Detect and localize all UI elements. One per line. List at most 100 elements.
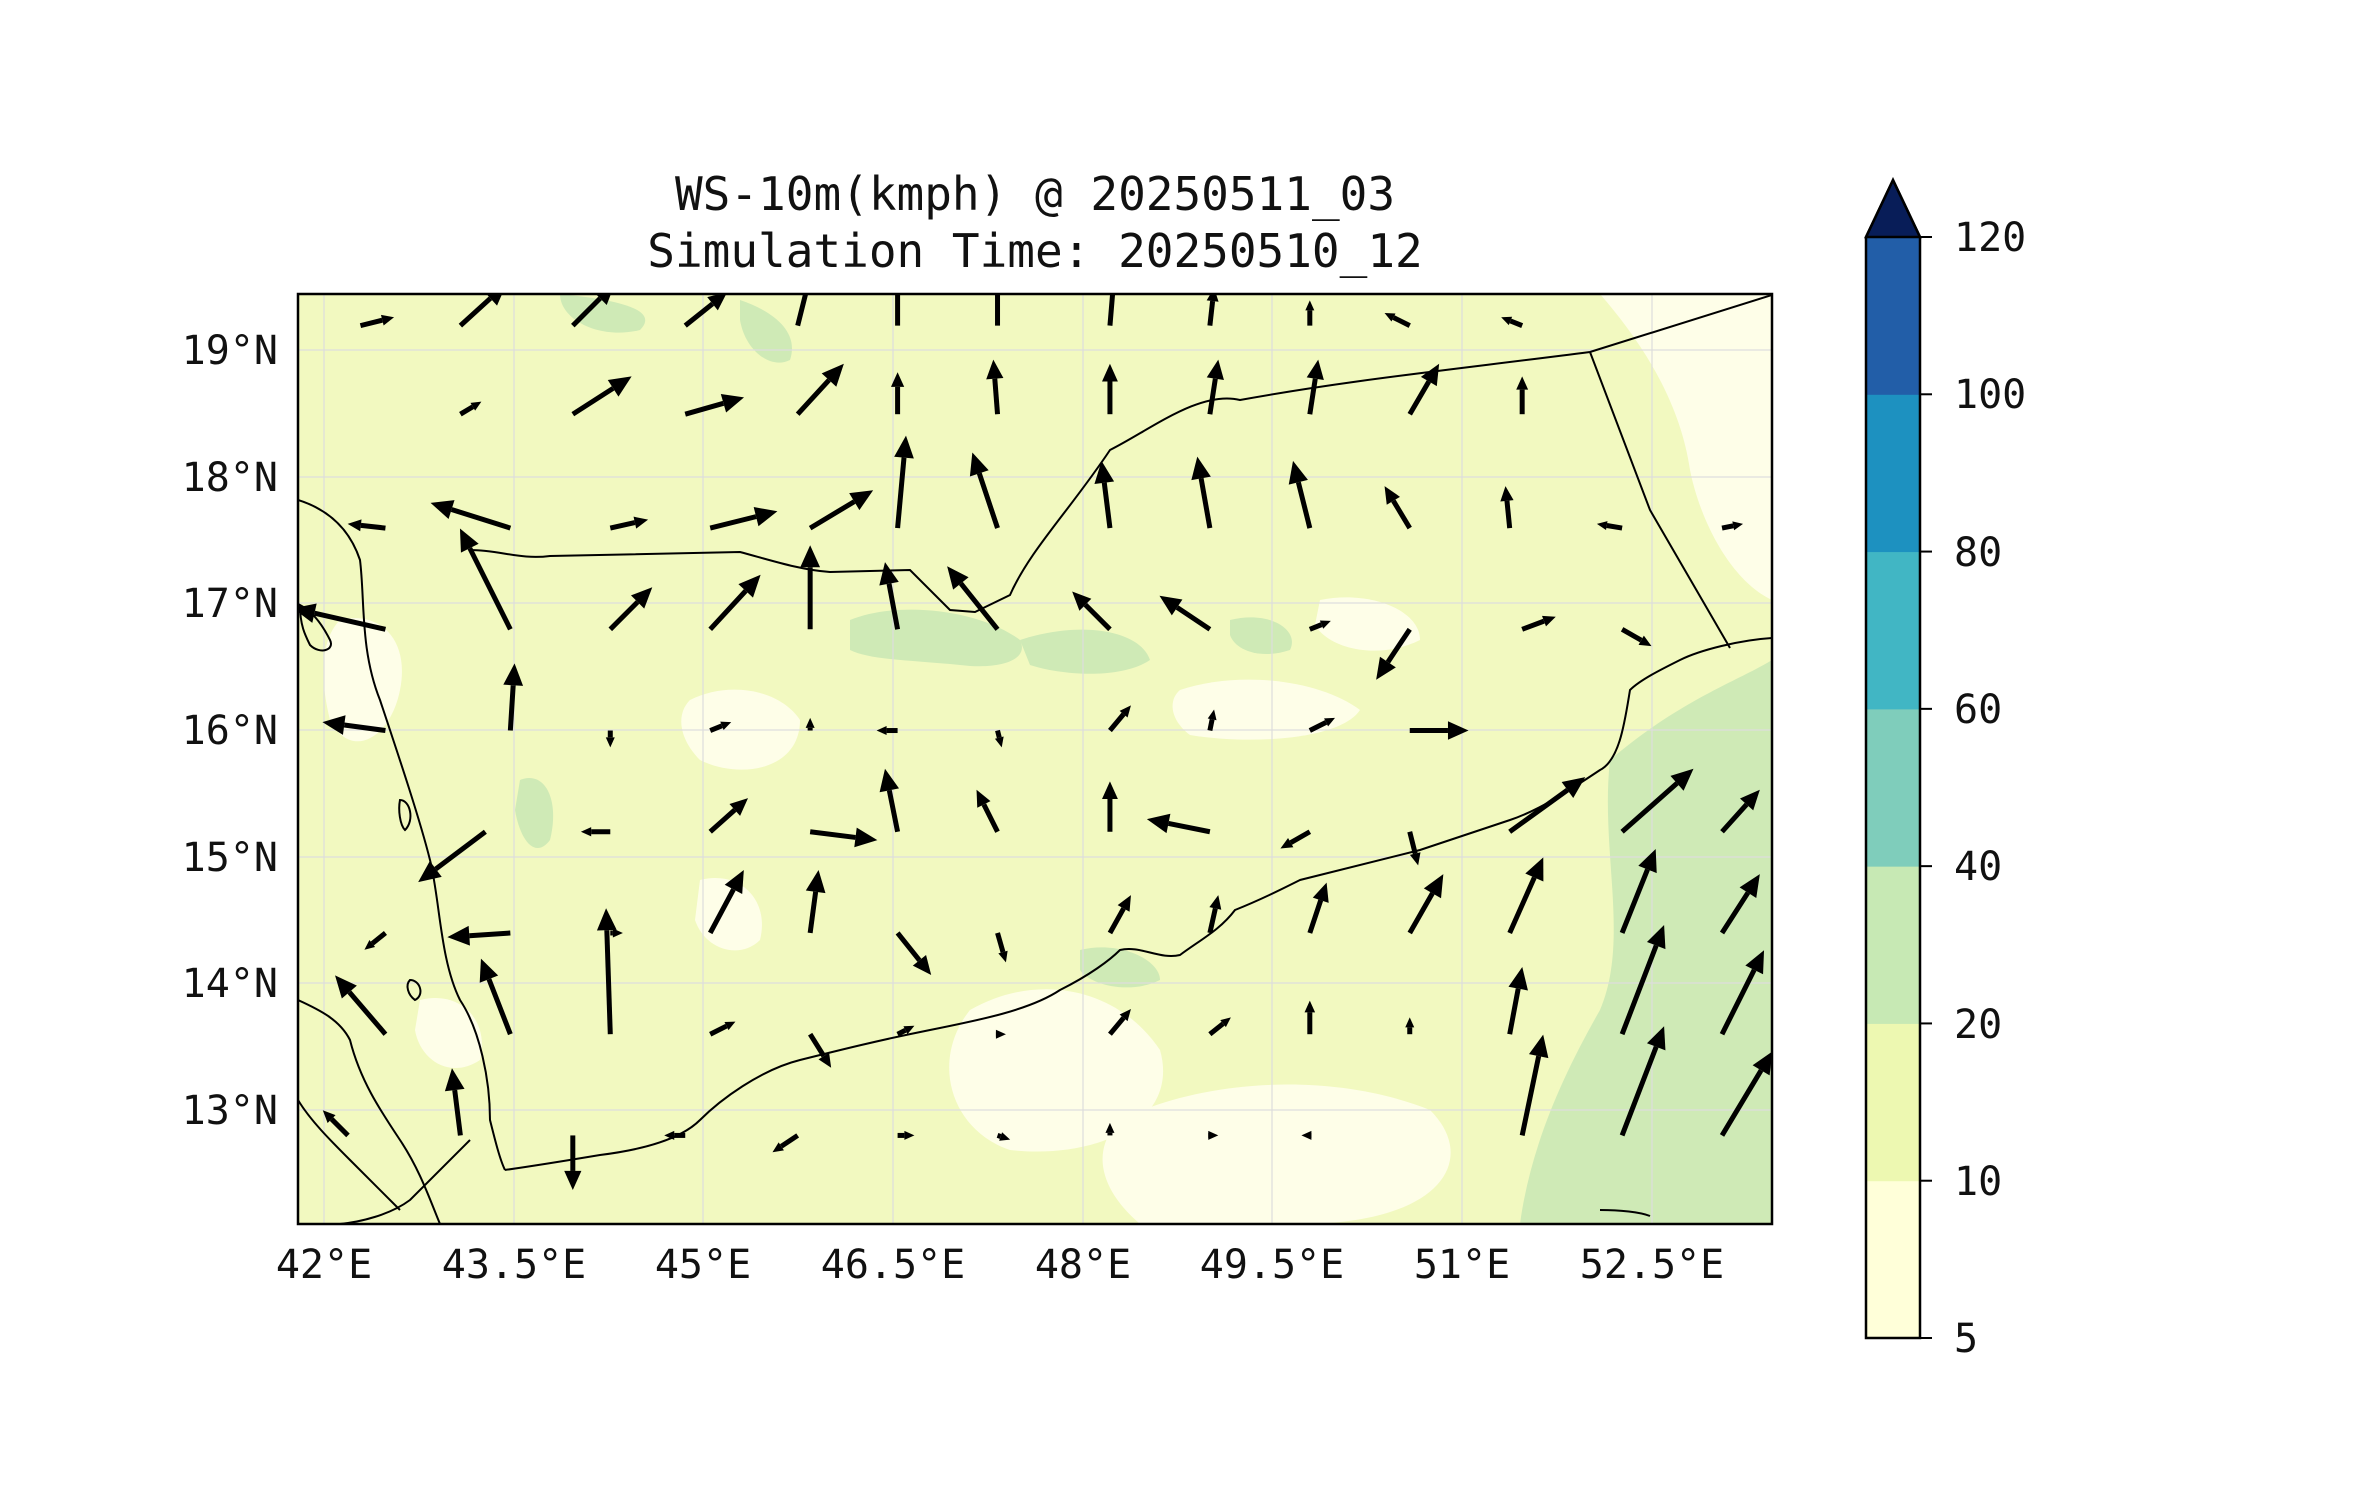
- wind-arrow-head: [1102, 781, 1118, 799]
- wind-arrow-head: [1206, 359, 1224, 381]
- wind-arrow-head: [1508, 967, 1528, 991]
- wind-arrow-head: [818, 1052, 832, 1068]
- wind-arrow-head: [1206, 294, 1219, 302]
- colorbar-band: [1866, 708, 1920, 867]
- wind-arrow-shaft: [896, 1028, 907, 1037]
- wind-arrow-shaft: [359, 317, 383, 329]
- wind-arrow-head: [1542, 615, 1556, 627]
- wind-arrow-head: [947, 566, 969, 590]
- wind-arrow-shaft: [886, 583, 901, 630]
- wind-arrow-head: [633, 516, 649, 529]
- wind-arrow-head: [1119, 705, 1131, 718]
- wind-arrow-shaft: [1507, 876, 1537, 934]
- colorbar-tick-label: 60: [1954, 687, 2002, 733]
- lat-tick-label: 13°N: [182, 1088, 278, 1134]
- wind-arrow-head: [486, 294, 503, 306]
- wind-arrow-head: [447, 925, 470, 946]
- wind-arrow-shaft: [459, 404, 475, 417]
- wind-arrow-head: [1105, 1122, 1115, 1133]
- wind-arrow-shaft: [1521, 618, 1545, 632]
- wind-arrow-head: [1191, 456, 1211, 481]
- wind-arrow-head: [612, 928, 623, 938]
- wind-arrow-shaft: [1620, 627, 1643, 643]
- wind-arrow-head: [605, 737, 615, 748]
- wind-arrow-shaft: [1295, 481, 1313, 529]
- colorbar-frame: [1864, 177, 1922, 1340]
- wind-arrow-shaft: [708, 808, 737, 834]
- wind-arrow-head: [1306, 359, 1324, 381]
- wind-arrow-head: [879, 562, 899, 586]
- wind-arrow-head: [1209, 895, 1222, 910]
- wind-arrow-shaft: [976, 472, 1000, 529]
- lon-tick-label: 48°E: [1035, 1242, 1131, 1288]
- wind-arrow-shaft: [1167, 821, 1211, 835]
- map-panel: [298, 294, 1772, 1224]
- map-title-line1: WS-10m(kmph) @ 20250511_03: [675, 167, 1395, 221]
- wind-arrow-shaft: [1620, 781, 1679, 834]
- colorbar-bands: [1866, 237, 1920, 1339]
- wind-arrow-shaft: [507, 685, 516, 731]
- wind-arrow-head: [1280, 838, 1294, 849]
- wind-arrow-head: [805, 717, 815, 728]
- wind-arrow-head: [969, 452, 989, 477]
- wind-arrow-head: [1732, 521, 1744, 531]
- wind-arrow-head: [364, 940, 376, 950]
- gulf-of-aden-coast: [504, 637, 1772, 1171]
- wind-arrow-head: [1207, 709, 1217, 721]
- lon-axis: 42°E 43.5°E 45°E 46.5°E 48°E 49.5°E 51°E…: [276, 1242, 1724, 1288]
- yemen-saudi-border: [469, 294, 1772, 614]
- wind-arrow-head: [1094, 460, 1115, 484]
- wind-arrow-head: [1561, 777, 1586, 799]
- wind-arrow-head: [1525, 857, 1544, 882]
- wind-arrow-head: [1745, 950, 1765, 975]
- wind-arrow-shaft: [708, 888, 736, 935]
- wind-arrow-shaft: [1307, 378, 1318, 415]
- wind-arrow-head: [322, 715, 346, 735]
- wind-arrow-head: [1312, 882, 1329, 903]
- wind-arrow-head: [995, 1029, 1006, 1039]
- wind-arrow-shaft: [1719, 891, 1751, 935]
- wind-arrow-shaft: [608, 600, 640, 632]
- wind-arrow-shaft: [708, 589, 748, 632]
- wind-arrow-shaft: [808, 1032, 826, 1058]
- map-frame: [296, 292, 1774, 1226]
- wind-arrow-head: [1752, 1051, 1772, 1076]
- wind-arrow-head: [1670, 768, 1694, 791]
- wind-arrow-shaft: [313, 610, 386, 632]
- colorbar-band: [1866, 551, 1920, 710]
- wind-arrow-head: [724, 869, 744, 895]
- wind-arrow-head: [976, 789, 991, 808]
- wind-arrow-shaft: [995, 729, 1002, 739]
- wind-arrow-head: [876, 726, 887, 736]
- lon-tick-label: 51°E: [1414, 1242, 1510, 1288]
- wind-arrow-shaft: [1308, 622, 1323, 632]
- wind-arrow-shaft: [996, 1133, 1002, 1139]
- lat-tick-label: 14°N: [182, 961, 278, 1007]
- wind-arrow-head: [470, 401, 482, 411]
- wind-arrow-shaft: [709, 723, 723, 733]
- lat-tick-label: 18°N: [182, 455, 278, 501]
- wind-arrow-head: [1420, 363, 1440, 387]
- wind-arrow-shaft: [684, 400, 725, 417]
- wind-arrow-head: [724, 1021, 736, 1031]
- wind-arrow-shaft: [807, 891, 819, 934]
- wind-arrow-shaft: [1108, 712, 1126, 733]
- wind-arrow-head: [322, 1110, 336, 1124]
- wind-arrow-shaft: [1509, 318, 1524, 328]
- wind-arrow-head: [738, 574, 761, 598]
- wind-arrow-head: [1638, 848, 1657, 874]
- wind-arrow-head: [707, 294, 727, 311]
- wind-arrow-head: [1501, 316, 1513, 326]
- wind-arrow-shaft: [886, 789, 901, 833]
- lat-axis: 19°N 18°N 17°N 16°N 15°N 14°N 13°N: [182, 328, 278, 1134]
- wind-arrow-shaft: [1407, 892, 1435, 935]
- wind-arrow-shaft: [992, 378, 1001, 415]
- colorbar-band: [1866, 394, 1920, 553]
- wind-arrow-head: [444, 1068, 465, 1092]
- wind-arrow-shaft: [1101, 482, 1113, 529]
- lon-tick-label: 49.5°E: [1200, 1242, 1345, 1288]
- wind-arrow-shaft: [1307, 899, 1324, 934]
- wind-arrow-shaft: [1619, 1045, 1659, 1137]
- colorbar-band: [1866, 1180, 1920, 1339]
